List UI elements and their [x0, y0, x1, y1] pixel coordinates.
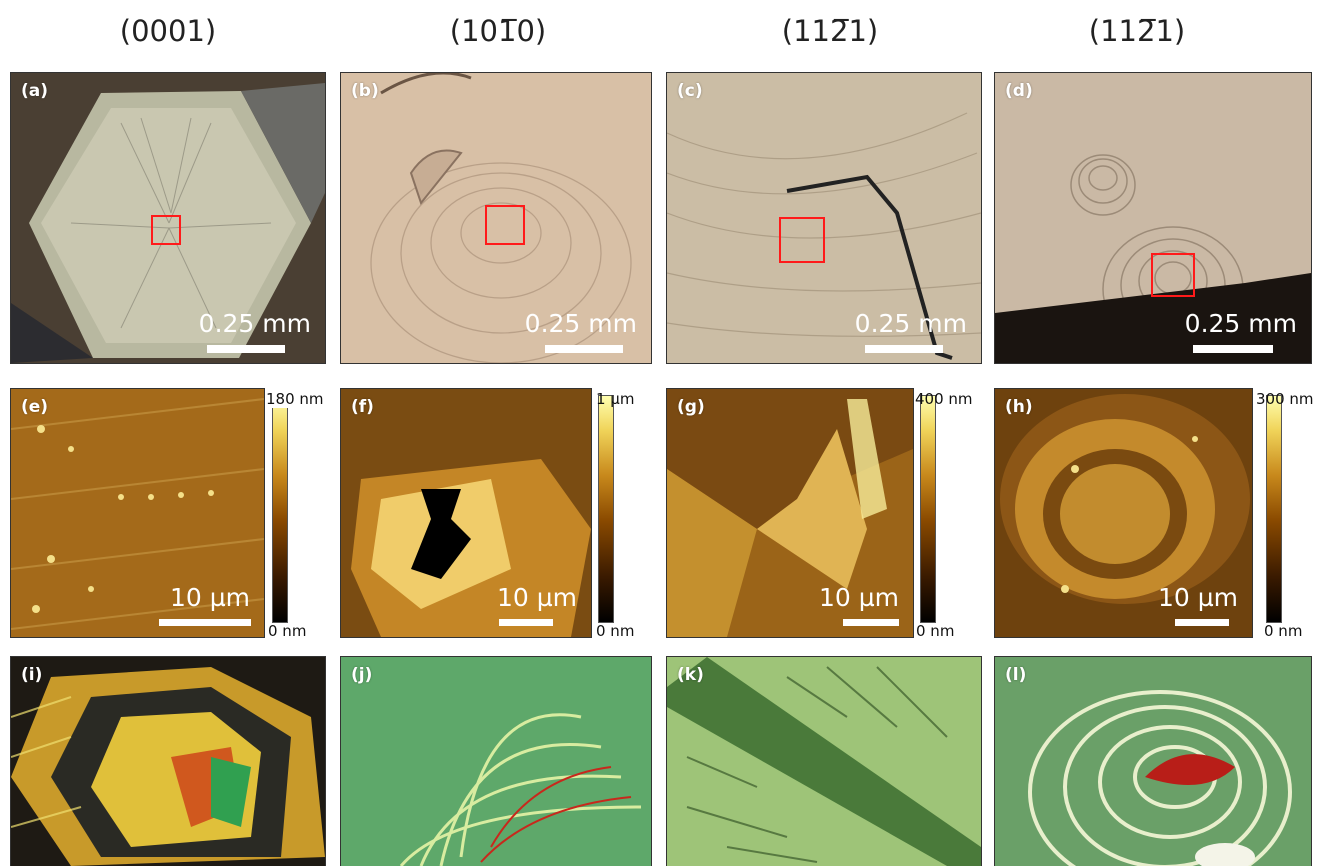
highlight-box [485, 205, 525, 245]
colorbar-g [920, 395, 936, 623]
colorbar-f [598, 395, 614, 623]
afm-height-map [995, 389, 1252, 637]
panel-label: (l) [1005, 665, 1027, 685]
scale-bar [1175, 619, 1229, 626]
highlight-box [1151, 253, 1195, 297]
scale-label: 10 µm [169, 583, 250, 612]
shaded-panel-i: (i) [10, 656, 326, 866]
column-title-11-21-b: (112̅1) [1088, 14, 1186, 48]
panel-label: (g) [677, 397, 705, 417]
optical-panel-b: (b) 0.25 mm [340, 72, 652, 364]
scale-bar [159, 619, 251, 626]
scale-bar [545, 345, 623, 353]
afm-panel-h: (h) 10 µm [994, 388, 1253, 638]
colorbar-min-label: 0 nm [596, 622, 635, 640]
colorbar-min-label: 0 nm [916, 622, 955, 640]
panel-label: (b) [351, 81, 379, 101]
scale-label: 10 µm [1157, 583, 1238, 612]
highlight-box [151, 215, 181, 245]
shaded-surface-image [11, 657, 325, 866]
column-title-10-10: (101̅0) [449, 14, 547, 48]
scale-bar [1193, 345, 1273, 353]
scale-bar [865, 345, 943, 353]
scale-label: 0.25 mm [1184, 309, 1297, 338]
shaded-surface-image [667, 657, 981, 866]
scale-bar [499, 619, 553, 626]
afm-panel-e: (e) 10 µm [10, 388, 265, 638]
colorbar-min-label: 0 nm [1264, 622, 1303, 640]
scale-label: 0.25 mm [524, 309, 637, 338]
scale-label: 10 µm [496, 583, 577, 612]
panel-label: (f) [351, 397, 374, 417]
colorbar-min-label: 0 nm [268, 622, 307, 640]
optical-panel-d: (d) 0.25 mm [994, 72, 1312, 364]
afm-panel-f: (f) 10 µm [340, 388, 592, 638]
colorbar-h [1266, 395, 1282, 623]
afm-panel-g: (g) 10 µm [666, 388, 914, 638]
panel-label: (c) [677, 81, 703, 101]
shaded-panel-k: (k) [666, 656, 982, 866]
column-title-0001: (0001) [119, 14, 217, 48]
panel-label: (i) [21, 665, 43, 685]
afm-height-map [11, 389, 264, 637]
colorbar-max-label: 300 nm [1256, 390, 1314, 408]
panel-label: (h) [1005, 397, 1033, 417]
afm-height-map [667, 389, 913, 637]
optical-panel-c: (c) 0.25 mm [666, 72, 982, 364]
panel-label: (e) [21, 397, 49, 417]
scale-label: 0.25 mm [198, 309, 311, 338]
spiral-hillock-image [995, 73, 1311, 363]
scale-bar [207, 345, 285, 353]
afm-height-map [341, 389, 591, 637]
panel-label: (d) [1005, 81, 1033, 101]
colorbar-max-label: 1 µm [596, 390, 635, 408]
panel-label: (k) [677, 665, 704, 685]
panel-label: (a) [21, 81, 49, 101]
column-title-11-21-a: (112̅1) [781, 14, 879, 48]
shaded-panel-j: (j) [340, 656, 652, 866]
colorbar-max-label: 180 nm [266, 390, 324, 408]
scale-bar [843, 619, 899, 626]
hexagon-crystal-image [11, 73, 325, 363]
panel-label: (j) [351, 665, 373, 685]
shaded-surface-image [341, 657, 651, 866]
colorbar-e [272, 395, 288, 623]
shaded-panel-l: (l) [994, 656, 1312, 866]
highlight-box [779, 217, 825, 263]
colorbar-max-label: 400 nm [915, 390, 973, 408]
terrace-image [341, 73, 651, 363]
scale-label: 10 µm [818, 583, 899, 612]
optical-panel-a: (a) 0.25 mm [10, 72, 326, 364]
shaded-surface-image [995, 657, 1311, 866]
scale-label: 0.25 mm [854, 309, 967, 338]
